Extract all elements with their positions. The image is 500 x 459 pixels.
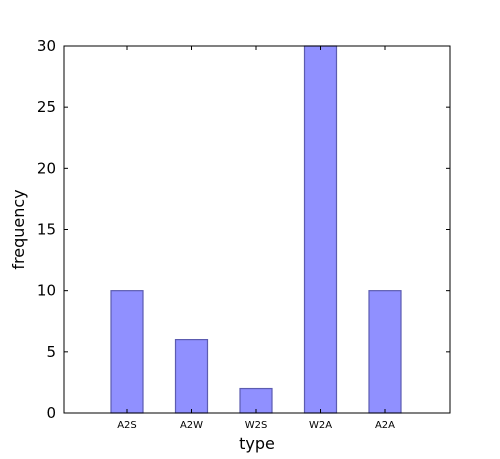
bars-group bbox=[110, 45, 402, 414]
bar-a2s bbox=[110, 290, 144, 414]
y-tick-label-10: 10 bbox=[37, 282, 56, 300]
x-tick-label-w2a: W2A bbox=[309, 420, 332, 431]
x-tick-label-a2s: A2S bbox=[117, 420, 137, 431]
plot-frame bbox=[63, 45, 451, 414]
x-tick-label-w2s: W2S bbox=[245, 420, 268, 431]
y-tick-label-0: 0 bbox=[46, 404, 56, 422]
x-tick-label-a2w: A2W bbox=[180, 420, 203, 431]
x-axis-ticks: A2S A2W W2S W2A A2A bbox=[117, 46, 395, 431]
bar-a2a bbox=[368, 290, 402, 414]
y-tick-label-30: 30 bbox=[37, 37, 56, 55]
y-tick-label-5: 5 bbox=[46, 343, 56, 361]
y-tick-label-15: 15 bbox=[37, 221, 56, 239]
x-tick-label-a2a: A2A bbox=[375, 420, 395, 431]
y-axis-ticks: 0 5 10 15 20 25 30 bbox=[37, 37, 450, 422]
bar-w2a bbox=[303, 45, 338, 414]
x-axis-label: type bbox=[239, 434, 275, 453]
y-tick-label-20: 20 bbox=[37, 159, 56, 177]
bar-a2w bbox=[174, 339, 209, 414]
y-tick-label-25: 25 bbox=[37, 98, 56, 116]
y-axis-label: frequency bbox=[9, 189, 28, 269]
